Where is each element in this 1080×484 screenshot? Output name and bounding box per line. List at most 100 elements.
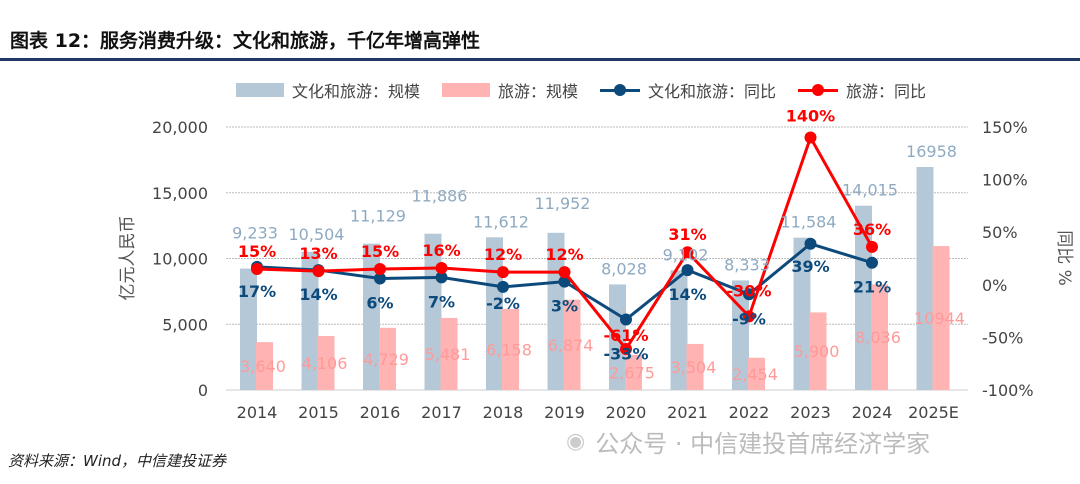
bar-culture <box>855 205 872 390</box>
point-culture-yoy <box>681 264 694 277</box>
bar-tourism <box>748 357 765 390</box>
y-tick-label: 0 <box>198 381 208 400</box>
x-tick-label: 2022 <box>729 403 770 422</box>
point-tourism-yoy <box>620 342 632 355</box>
legend-label: 文化和旅游：规模 <box>292 82 421 101</box>
y-right-tick-label: 100% <box>982 171 1028 190</box>
watermark-text: 公众号 · 中信建投首席经济学家 <box>595 430 931 458</box>
data-label-culture-yoy: 39% <box>791 257 829 276</box>
data-label-tourism-scale: 6,158 <box>486 341 532 360</box>
data-label-tourism-scale: 2,454 <box>732 365 778 384</box>
x-tick-label: 2025E <box>908 403 959 422</box>
data-label-tourism-scale: 2,675 <box>609 363 655 382</box>
legend: 文化和旅游：规模 旅游：规模 文化和旅游：同比 旅游：同比 <box>236 78 926 102</box>
point-culture-yoy <box>743 288 755 301</box>
data-label-tourism-scale: 5,481 <box>425 345 471 364</box>
y-right-tick-label: -50% <box>982 328 1023 347</box>
data-label-culture-yoy: 6% <box>366 293 393 312</box>
bar-tourism <box>379 327 396 390</box>
bar-culture <box>301 251 319 390</box>
data-label-culture-yoy: -33% <box>604 345 649 364</box>
point-culture-yoy <box>866 256 878 269</box>
legend-item-tourism-yoy: 旅游：同比 <box>798 78 926 102</box>
bar-culture <box>424 233 442 390</box>
point-culture-yoy <box>374 272 386 285</box>
bar-tourism <box>256 342 273 390</box>
y-tick-label: 20,000 <box>152 118 208 137</box>
bar-culture <box>670 270 688 390</box>
point-tourism-yoy <box>866 240 878 253</box>
x-tick-label: 2024 <box>852 403 893 422</box>
data-label-tourism-scale: 3,504 <box>671 358 717 377</box>
y-right-tick-label: 150% <box>982 118 1028 137</box>
x-tick-label: 2021 <box>667 403 708 422</box>
point-culture-yoy <box>804 237 817 250</box>
data-label-tourism-scale: 5,900 <box>794 342 840 361</box>
legend-item-culture-scale: 文化和旅游：规模 <box>236 78 420 102</box>
point-tourism-yoy <box>251 263 263 276</box>
data-label-tourism-yoy: 31% <box>668 225 706 244</box>
bar-culture <box>793 237 811 390</box>
data-label-tourism-scale: 6,874 <box>548 336 594 355</box>
data-label-culture-scale: 9,102 <box>663 245 709 264</box>
data-label-tourism-yoy: 16% <box>422 241 460 260</box>
x-tick-label: 2023 <box>790 403 831 422</box>
data-label-culture-yoy: 7% <box>428 292 455 311</box>
bar-culture <box>732 280 749 390</box>
data-label-culture-yoy: 21% <box>853 278 891 297</box>
x-tick-label: 2016 <box>360 403 401 422</box>
data-label-culture-scale: 10,504 <box>289 225 345 244</box>
bar-tourism <box>686 343 704 390</box>
data-label-culture-scale: 11,584 <box>781 213 837 232</box>
y-tick-label: 15,000 <box>152 184 208 203</box>
x-tick-label: 2019 <box>544 403 585 422</box>
data-label-tourism-yoy: -61% <box>604 326 649 345</box>
point-tourism-yoy <box>804 131 817 144</box>
wechat-icon: ◉ <box>566 429 586 454</box>
data-label-culture-scale: 8,333 <box>724 255 770 274</box>
data-label-tourism-yoy: 12% <box>484 245 522 264</box>
data-label-tourism-yoy: 13% <box>299 244 337 263</box>
data-label-culture-yoy: -9% <box>732 309 766 328</box>
data-label-culture-scale: 11,952 <box>535 194 591 213</box>
bar-tourism <box>502 309 519 390</box>
bar-tourism <box>563 299 581 390</box>
bar-tourism <box>440 317 458 390</box>
legend-label: 文化和旅游：同比 <box>648 82 777 101</box>
data-label-culture-yoy: -2% <box>486 294 520 313</box>
y-tick-label: 5,000 <box>162 315 208 334</box>
point-tourism-yoy <box>374 263 386 276</box>
point-tourism-yoy <box>497 266 509 279</box>
x-tick-label: 2015 <box>298 403 339 422</box>
data-label-culture-scale: 16958 <box>906 142 957 161</box>
data-label-tourism-yoy: -30% <box>727 281 772 300</box>
data-label-culture-scale: 9,233 <box>232 224 278 243</box>
data-label-tourism-scale: 4,729 <box>363 350 409 369</box>
point-culture-yoy <box>497 280 509 293</box>
y-tick-label: 10,000 <box>152 250 208 269</box>
bar-tourism <box>809 312 827 390</box>
x-tick-label: 2018 <box>483 403 524 422</box>
watermark: ◉ 公众号 · 中信建投首席经济学家 <box>566 424 930 459</box>
data-label-culture-yoy: 14% <box>299 285 337 304</box>
data-label-culture-yoy: 14% <box>668 285 706 304</box>
data-label-culture-scale: 11,886 <box>412 187 468 206</box>
legend-item-tourism-scale: 旅游：规模 <box>442 78 578 102</box>
chart-title: 图表 12：服务消费升级：文化和旅游，千亿年增高弹性 <box>10 30 481 52</box>
legend-item-culture-yoy: 文化和旅游：同比 <box>600 78 776 102</box>
data-label-tourism-yoy: 140% <box>786 107 835 126</box>
point-tourism-yoy <box>681 246 694 259</box>
legend-label: 旅游：规模 <box>498 82 579 101</box>
bar-tourism <box>317 336 335 390</box>
data-label-tourism-scale: 10944 <box>914 309 965 328</box>
point-tourism-yoy <box>312 265 325 278</box>
bar-tourism <box>625 354 642 390</box>
x-tick-label: 2017 <box>421 403 462 422</box>
point-culture-yoy <box>435 271 448 284</box>
bar-culture <box>916 167 934 390</box>
bar-tourism <box>932 246 950 390</box>
y-right-tick-label: 0% <box>982 276 1007 295</box>
data-label-tourism-yoy: 36% <box>853 220 891 239</box>
data-label-tourism-yoy: 15% <box>238 242 276 261</box>
